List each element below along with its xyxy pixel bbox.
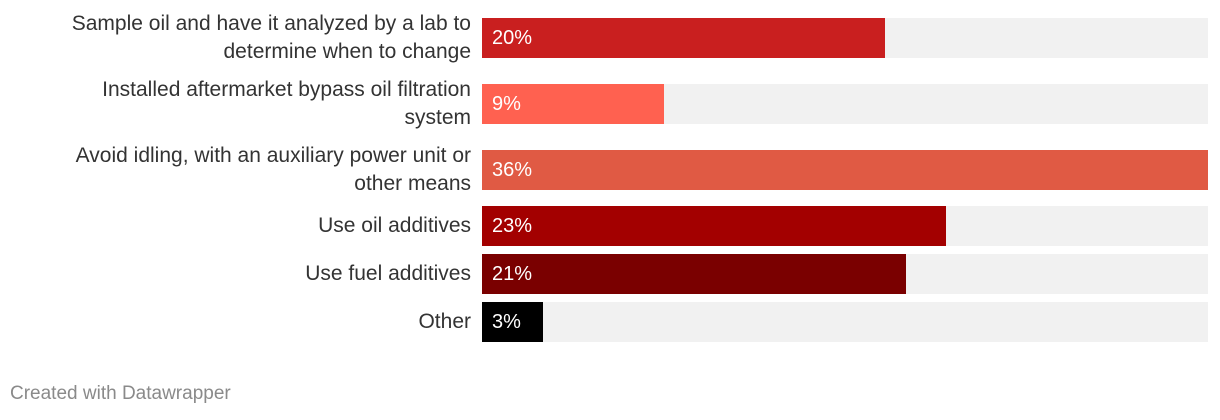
category-label-line: Avoid idling, with an auxiliary power un… — [75, 144, 471, 167]
data-bar — [482, 150, 1208, 190]
bar-row: Use fuel additives 21% — [0, 254, 1220, 294]
category-label: Installed aftermarket bypass oil filtrat… — [0, 76, 471, 132]
category-label-line: Other — [418, 310, 471, 333]
category-label: Avoid idling, with an auxiliary power un… — [0, 142, 471, 198]
category-label: Use oil additives — [0, 212, 471, 240]
bar-chart: Sample oil and have it analyzed by a lab… — [0, 12, 1220, 342]
category-label-line: determine when to change — [223, 40, 472, 63]
value-label: 23% — [492, 215, 533, 237]
bar-row: Installed aftermarket bypass oil filtrat… — [0, 78, 1220, 129]
category-label-line: system — [404, 106, 471, 129]
category-label: Sample oil and have it analyzed by a lab… — [0, 10, 471, 66]
data-bar — [482, 84, 664, 124]
bar-row: Avoid idling, with an auxiliary power un… — [0, 144, 1220, 195]
data-bar — [482, 302, 543, 342]
value-label: 9% — [492, 93, 521, 115]
value-label: 20% — [492, 27, 533, 49]
data-bar — [482, 254, 906, 294]
category-label-line: Installed aftermarket bypass oil filtrat… — [102, 78, 471, 101]
category-label: Other — [0, 308, 471, 336]
data-bar — [482, 18, 885, 58]
category-label-line: other means — [354, 172, 471, 195]
datawrapper-credit: Created with Datawrapper — [10, 383, 231, 404]
data-bar — [482, 206, 946, 246]
value-label: 3% — [492, 311, 521, 333]
category-label-line: Use fuel additives — [305, 262, 471, 285]
value-label: 36% — [492, 159, 533, 181]
bar-row: Use oil additives 23% — [0, 206, 1220, 246]
category-label-line: Use oil additives — [318, 214, 471, 237]
bar-row: Other 3% — [0, 302, 1220, 342]
value-label: 21% — [492, 263, 533, 285]
category-label: Use fuel additives — [0, 260, 471, 288]
category-label-line: Sample oil and have it analyzed by a lab… — [71, 12, 471, 35]
bar-track — [482, 302, 1208, 342]
bar-row: Sample oil and have it analyzed by a lab… — [0, 12, 1220, 63]
